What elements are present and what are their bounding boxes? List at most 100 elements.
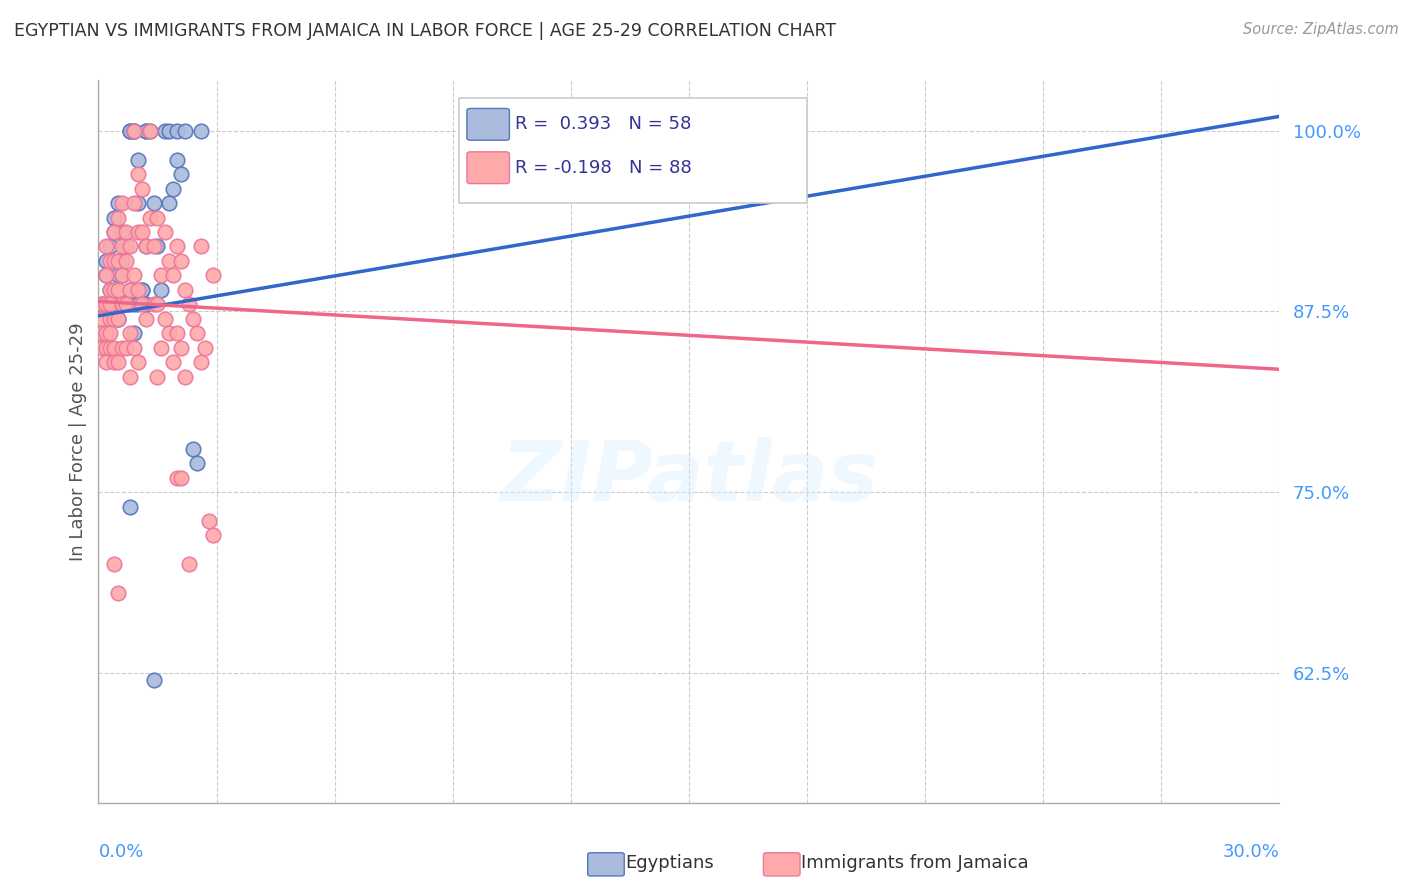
Point bbox=[118, 500, 141, 514]
Point bbox=[103, 297, 125, 311]
Point bbox=[107, 586, 129, 600]
Point bbox=[103, 253, 125, 268]
Point bbox=[103, 283, 125, 297]
Point bbox=[127, 196, 149, 211]
Point bbox=[127, 355, 149, 369]
Point bbox=[122, 124, 145, 138]
Point bbox=[162, 355, 184, 369]
Point bbox=[103, 225, 125, 239]
Point bbox=[201, 268, 224, 283]
Point bbox=[186, 456, 208, 470]
Point bbox=[174, 369, 197, 384]
Point bbox=[122, 124, 145, 138]
Text: 0.0%: 0.0% bbox=[98, 843, 143, 861]
Point bbox=[194, 341, 217, 355]
Point bbox=[174, 283, 197, 297]
Point bbox=[181, 442, 204, 456]
Point bbox=[96, 326, 118, 341]
Text: ZIPatlas: ZIPatlas bbox=[501, 437, 877, 518]
Point bbox=[127, 153, 149, 167]
Point bbox=[135, 124, 157, 138]
Point bbox=[96, 355, 118, 369]
Text: R = -0.198   N = 88: R = -0.198 N = 88 bbox=[516, 159, 692, 177]
Point bbox=[131, 297, 153, 311]
Point bbox=[142, 196, 165, 211]
Point bbox=[103, 341, 125, 355]
Point bbox=[111, 297, 134, 311]
Point bbox=[98, 283, 121, 297]
Point bbox=[118, 239, 141, 253]
Point bbox=[98, 326, 121, 341]
Point bbox=[146, 369, 169, 384]
Point bbox=[157, 124, 180, 138]
Point bbox=[98, 253, 121, 268]
Point bbox=[107, 211, 129, 225]
Point bbox=[107, 311, 129, 326]
Point bbox=[177, 558, 200, 572]
Point bbox=[107, 253, 129, 268]
Point bbox=[107, 355, 129, 369]
Point bbox=[96, 268, 118, 283]
Point bbox=[115, 341, 138, 355]
Point bbox=[155, 225, 177, 239]
Point bbox=[98, 341, 121, 355]
Point bbox=[146, 239, 169, 253]
Point bbox=[103, 211, 125, 225]
Point bbox=[98, 341, 121, 355]
Point bbox=[142, 239, 165, 253]
Point bbox=[107, 283, 129, 297]
Point bbox=[103, 311, 125, 326]
Point bbox=[138, 124, 160, 138]
Text: EGYPTIAN VS IMMIGRANTS FROM JAMAICA IN LABOR FORCE | AGE 25-29 CORRELATION CHART: EGYPTIAN VS IMMIGRANTS FROM JAMAICA IN L… bbox=[14, 22, 837, 40]
Point bbox=[135, 297, 157, 311]
Point bbox=[103, 297, 125, 311]
Point bbox=[118, 283, 141, 297]
Point bbox=[91, 297, 114, 311]
Point bbox=[96, 297, 118, 311]
Point bbox=[98, 297, 121, 311]
Point bbox=[127, 297, 149, 311]
Point bbox=[115, 225, 138, 239]
Point bbox=[150, 268, 173, 283]
Point bbox=[138, 211, 160, 225]
Point bbox=[166, 124, 188, 138]
Point bbox=[103, 225, 125, 239]
Point bbox=[170, 167, 193, 181]
Point bbox=[98, 239, 121, 253]
Point bbox=[177, 297, 200, 311]
Point bbox=[146, 211, 169, 225]
Point bbox=[186, 326, 208, 341]
Point bbox=[91, 341, 114, 355]
Point bbox=[166, 153, 188, 167]
Point bbox=[157, 326, 180, 341]
Point bbox=[157, 196, 180, 211]
Point bbox=[166, 326, 188, 341]
Point bbox=[131, 283, 153, 297]
Point bbox=[111, 239, 134, 253]
Point bbox=[170, 253, 193, 268]
Point bbox=[170, 471, 193, 485]
Point bbox=[122, 124, 145, 138]
Point bbox=[150, 283, 173, 297]
Point bbox=[118, 124, 141, 138]
Point bbox=[162, 268, 184, 283]
Point bbox=[111, 268, 134, 283]
Point bbox=[135, 311, 157, 326]
Point bbox=[118, 297, 141, 311]
Point bbox=[166, 471, 188, 485]
Point bbox=[135, 239, 157, 253]
Text: 30.0%: 30.0% bbox=[1223, 843, 1279, 861]
Point bbox=[146, 297, 169, 311]
Point bbox=[197, 514, 219, 528]
Point bbox=[115, 297, 138, 311]
Point bbox=[190, 355, 212, 369]
Point bbox=[111, 225, 134, 239]
Point bbox=[131, 283, 153, 297]
Point bbox=[96, 268, 118, 283]
Point bbox=[115, 239, 138, 253]
Text: Immigrants from Jamaica: Immigrants from Jamaica bbox=[801, 855, 1029, 872]
Point bbox=[111, 341, 134, 355]
Point bbox=[150, 341, 173, 355]
Point bbox=[98, 283, 121, 297]
Point bbox=[107, 253, 129, 268]
